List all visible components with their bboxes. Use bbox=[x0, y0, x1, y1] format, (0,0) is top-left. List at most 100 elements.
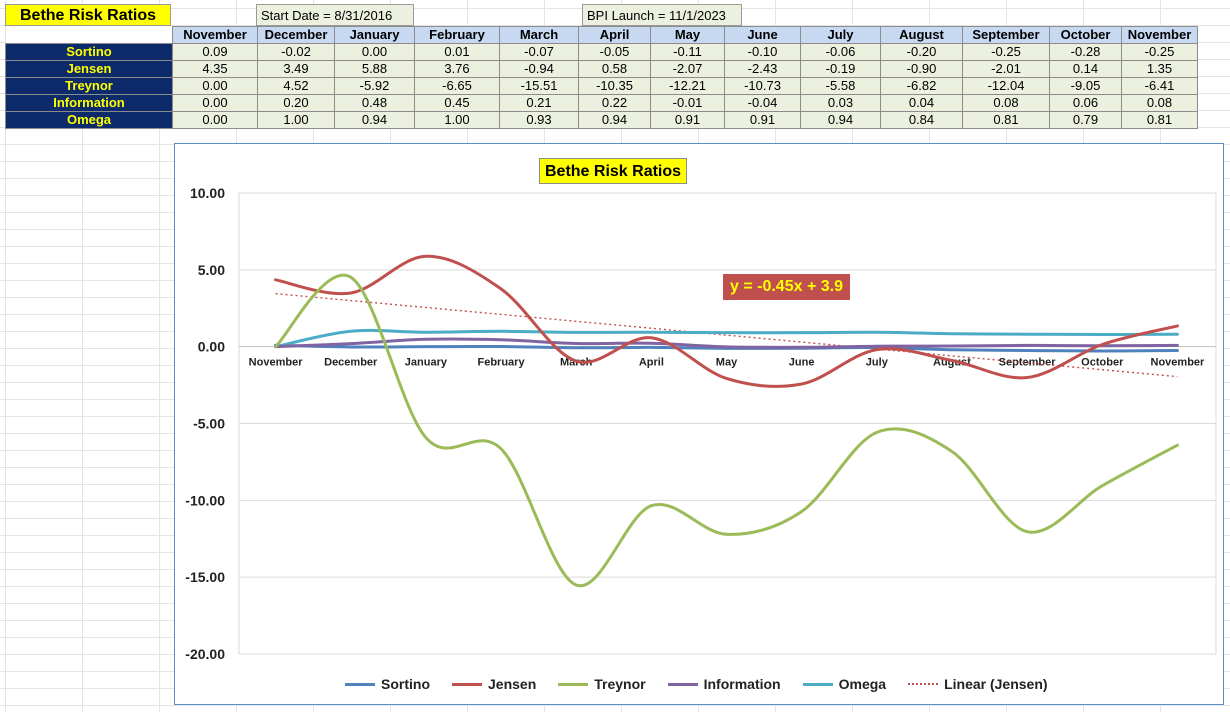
table-cell: 0.21 bbox=[499, 94, 579, 112]
row-label: Omega bbox=[5, 111, 173, 129]
table-cell: 4.35 bbox=[172, 60, 258, 78]
table-cell: 0.91 bbox=[724, 111, 801, 129]
series-line-sortino bbox=[274, 343, 1179, 353]
table-cell: -0.11 bbox=[650, 43, 725, 61]
y-tick-label: 10.00 bbox=[190, 185, 225, 201]
table-cell: 0.20 bbox=[257, 94, 335, 112]
table-cell: 0.81 bbox=[1121, 111, 1198, 129]
trendline-jensen bbox=[275, 292, 1178, 378]
legend-item-sortino: Sortino bbox=[345, 676, 430, 692]
legend-label: Information bbox=[703, 676, 781, 692]
table-cell: -9.05 bbox=[1049, 77, 1122, 95]
gridlines bbox=[238, 192, 1217, 655]
table-cell: 5.88 bbox=[334, 60, 415, 78]
table-cell: -0.90 bbox=[880, 60, 963, 78]
column-header: August bbox=[880, 26, 963, 44]
table-cell: -0.01 bbox=[650, 94, 725, 112]
column-header: June bbox=[724, 26, 801, 44]
x-axis-ticks: November December January February March Apri… bbox=[249, 357, 1205, 369]
table-cell: 0.79 bbox=[1049, 111, 1122, 129]
start-date-label: Start Date = 8/31/2016 bbox=[256, 4, 414, 26]
x-tick-label: November bbox=[249, 357, 304, 369]
chart-legend: Sortino Jensen Treynor Information Omega Line… bbox=[345, 676, 1070, 692]
legend-swatch bbox=[558, 682, 589, 686]
table-cell: 0.94 bbox=[334, 111, 415, 129]
row-label: Sortino bbox=[5, 43, 173, 61]
table-cell: 0.58 bbox=[578, 60, 651, 78]
table-cell: 0.00 bbox=[334, 43, 415, 61]
table-cell: 4.52 bbox=[257, 77, 335, 95]
x-tick-label: April bbox=[639, 357, 664, 369]
series-line-jensen bbox=[274, 254, 1179, 388]
row-label: Treynor bbox=[5, 77, 173, 95]
table-cell: -2.01 bbox=[962, 60, 1050, 78]
trendline-equation: y = -0.45x + 3.9 bbox=[723, 274, 850, 300]
column-header: October bbox=[1049, 26, 1122, 44]
table-cell: 1.35 bbox=[1121, 60, 1198, 78]
x-tick-label: October bbox=[1081, 357, 1124, 369]
y-tick-label: 0.00 bbox=[198, 339, 225, 355]
legend-item-omega: Omega bbox=[802, 676, 887, 692]
trendline-layer bbox=[275, 292, 1178, 378]
table-cell: 0.81 bbox=[962, 111, 1050, 129]
table-cell: -0.10 bbox=[724, 43, 801, 61]
table-cell: 0.84 bbox=[880, 111, 963, 129]
legend-label: Jensen bbox=[488, 676, 537, 692]
table-cell: 0.00 bbox=[172, 77, 258, 95]
table-cell: 0.22 bbox=[578, 94, 651, 112]
column-header: February bbox=[414, 26, 500, 44]
x-tick-label: November bbox=[1151, 357, 1206, 369]
table-cell: 3.76 bbox=[414, 60, 500, 78]
row-label: Information bbox=[5, 94, 173, 112]
table-cell: -5.58 bbox=[800, 77, 881, 95]
x-tick-label: June bbox=[789, 357, 815, 369]
y-tick-label: -20.00 bbox=[185, 646, 225, 662]
column-header: January bbox=[334, 26, 415, 44]
table-body: Sortino 0.09 -0.02 0.00 0.01 -0.07 -0.05 -0.11-… bbox=[5, 43, 1198, 129]
table-cell: 0.94 bbox=[800, 111, 881, 129]
table-row: Jensen 4.35 3.49 5.88 3.76 -0.94 0.58 -2.07 -2.4… bbox=[5, 60, 1198, 78]
table-cell: -12.04 bbox=[962, 77, 1050, 95]
y-tick-label: -5.00 bbox=[193, 416, 225, 432]
table-row: Treynor 0.00 4.52 -5.92 -6.65 -15.51 -10.35 -12… bbox=[5, 77, 1198, 95]
y-tick-label: -10.00 bbox=[185, 492, 225, 508]
column-header: November bbox=[1121, 26, 1198, 44]
legend-swatch bbox=[802, 682, 833, 686]
table-cell: -2.43 bbox=[724, 60, 801, 78]
x-tick-label: July bbox=[866, 357, 889, 369]
table-row: Omega 0.00 1.00 0.94 1.00 0.93 0.94 0.91 0.91 0.9… bbox=[5, 111, 1198, 129]
legend-swatch bbox=[667, 682, 698, 686]
table-cell: -15.51 bbox=[499, 77, 579, 95]
series-line-treynor bbox=[274, 273, 1179, 588]
chart-title: Bethe Risk Ratios bbox=[539, 158, 688, 184]
table-cell: 0.06 bbox=[1049, 94, 1122, 112]
table-cell: 0.04 bbox=[880, 94, 963, 112]
legend-item-information: Information bbox=[667, 676, 781, 692]
table-cell: -0.20 bbox=[880, 43, 963, 61]
x-tick-label: January bbox=[405, 357, 448, 369]
table-cell: -0.19 bbox=[800, 60, 881, 78]
legend-label: Omega bbox=[838, 676, 887, 692]
table-cell: 0.01 bbox=[414, 43, 500, 61]
table-cell: 1.00 bbox=[414, 111, 500, 129]
table-cell: 0.14 bbox=[1049, 60, 1122, 78]
table-cell: -0.07 bbox=[499, 43, 579, 61]
legend-label: Linear (Jensen) bbox=[944, 676, 1048, 692]
legend-label: Sortino bbox=[381, 676, 430, 692]
table-cell: -0.28 bbox=[1049, 43, 1122, 61]
table-cell: -2.07 bbox=[650, 60, 725, 78]
table-row: Information 0.00 0.20 0.48 0.45 0.21 0.22 -0.01… bbox=[5, 94, 1198, 112]
table-cell: -0.05 bbox=[578, 43, 651, 61]
y-tick-label: 5.00 bbox=[198, 262, 225, 278]
table-cell: -0.06 bbox=[800, 43, 881, 61]
column-header: September bbox=[962, 26, 1050, 44]
legend-item-trendline: Linear (Jensen) bbox=[908, 676, 1048, 692]
y-axis-ticks: 10.00 5.00 0.00 -5.00 -10.00 -15.00 -20.00 bbox=[185, 185, 225, 662]
table-cell: 0.00 bbox=[172, 111, 258, 129]
legend-swatch bbox=[452, 682, 482, 686]
table-cell: 0.09 bbox=[172, 43, 258, 61]
table-cell: 1.00 bbox=[257, 111, 335, 129]
table-cell: 0.91 bbox=[650, 111, 725, 129]
table-cell: 0.45 bbox=[414, 94, 500, 112]
table-cell: 3.49 bbox=[257, 60, 335, 78]
